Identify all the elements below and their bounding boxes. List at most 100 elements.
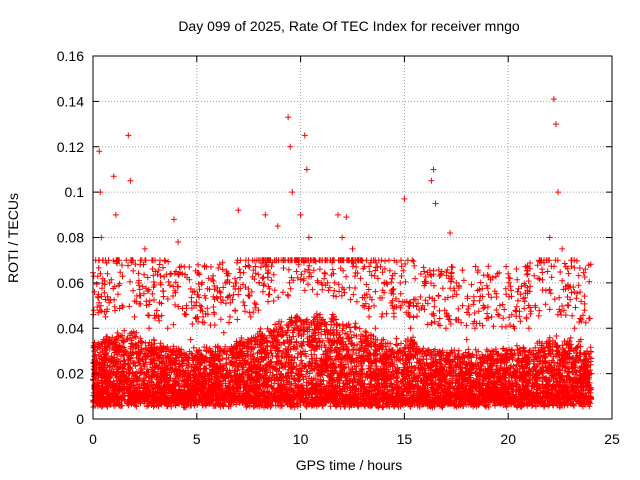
x-tick-label: 10 [293,431,309,447]
data-point [200,313,207,320]
data-point [366,313,373,320]
x-tick-label: 0 [89,431,97,447]
point-cloud [90,257,595,411]
data-point [430,166,437,173]
data-point [193,347,200,354]
data-point [220,329,227,336]
data-point [301,132,308,139]
data-point [152,268,159,275]
data-point [386,347,393,354]
axis-ticks: 0 5 10 15 20 25 0 0.02 0.04 0.06 0.08 0.1 0.12 0.14 0.… [57,48,620,447]
data-point [343,214,350,221]
data-point [588,370,595,377]
data-point [532,302,539,309]
data-point [100,336,107,343]
data-point [94,359,101,366]
data-point [112,211,119,218]
data-point [141,245,148,252]
data-point [314,291,321,298]
data-point [241,302,248,309]
y-tick-label: 0.06 [57,275,84,291]
data-point [438,268,445,275]
data-point [550,96,557,103]
data-point [463,336,470,343]
data-point [173,268,180,275]
data-point [297,211,304,218]
x-tick-label: 5 [193,431,201,447]
y-tick-label: 0.1 [65,184,85,200]
data-point [127,177,134,184]
data-point [584,347,591,354]
data-point [280,257,287,264]
data-point [256,279,263,286]
data-point [571,325,578,332]
data-point [517,291,524,298]
data-point [123,257,130,264]
data-point [505,270,512,277]
data-point [170,216,177,223]
data-point [359,302,366,309]
data-point [270,298,277,305]
data-point [129,257,136,264]
data-point [511,325,518,332]
data-point [285,114,292,121]
data-point [266,257,273,264]
data-point [310,257,317,264]
x-axis-label: GPS time / hours [296,457,403,473]
data-point [206,359,213,366]
data-point [422,279,429,286]
x-tick-label: 25 [604,431,620,447]
data-point [334,211,341,218]
data-point [106,279,113,286]
data-point [146,325,153,332]
data-point [496,302,503,309]
data-point [187,336,194,343]
data-point [413,347,420,354]
data-point [397,279,404,286]
data-point [355,257,362,264]
data-point [380,336,387,343]
data-point [577,336,584,343]
data-point [447,229,454,236]
data-point [96,257,103,264]
data-point [164,325,171,332]
data-point [480,302,487,309]
data-point [559,245,566,252]
data-point [305,234,312,241]
data-point [391,313,398,320]
data-point [488,313,495,320]
data-point [125,132,132,139]
data-point [214,295,221,302]
y-tick-label: 0.12 [57,139,84,155]
data-point [237,257,244,264]
data-point [135,279,142,286]
data-point [233,279,240,286]
y-tick-label: 0 [76,411,84,427]
data-point [401,195,408,202]
data-point [318,279,325,286]
data-point [289,189,296,196]
chart-title: Day 099 of 2025, Rate Of TEC Index for r… [178,18,520,34]
x-tick-label: 15 [397,431,413,447]
data-point [330,257,337,264]
data-point [227,313,234,320]
data-point [503,291,510,298]
data-point [158,347,165,354]
data-point [183,302,190,309]
data-point [372,325,379,332]
data-point [525,325,532,332]
data-point [110,173,117,180]
data-point [262,211,269,218]
data-point [119,302,126,309]
y-tick-label: 0.16 [57,48,84,64]
data-point [247,313,254,320]
data-point [459,302,466,309]
data-point [453,279,460,286]
data-point [324,279,331,286]
data-point [565,302,572,309]
data-point [175,239,182,246]
data-point [345,257,352,264]
data-point [432,200,439,207]
data-point [555,189,562,196]
